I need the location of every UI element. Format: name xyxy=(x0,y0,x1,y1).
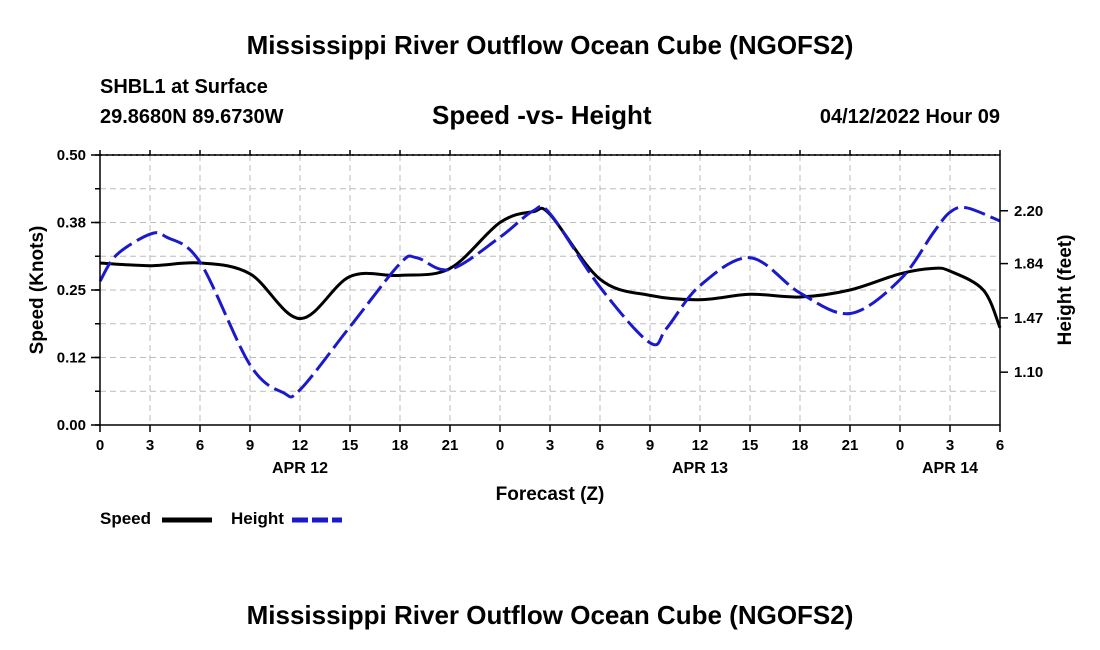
y-tick-label-right: 1.47 xyxy=(1014,310,1043,327)
axes: 0 3 6 9 12 15 18 21 0 3 6 9 12 15 18 21 0 3 6 0.00 0.12 0.25 0… xyxy=(57,147,1044,477)
y-tick-label-right: 1.10 xyxy=(1014,364,1043,381)
y-tick-label-left: 0.25 xyxy=(57,282,86,299)
x-tick-label: 12 xyxy=(292,437,309,454)
chart-subtitle: Speed -vs- Height xyxy=(432,100,652,130)
x-tick-label: 21 xyxy=(842,437,859,454)
x-tick-label: 3 xyxy=(946,437,954,454)
x-tick-label: 18 xyxy=(792,437,809,454)
x-tick-label: 9 xyxy=(246,437,254,454)
forecast-datetime: 04/12/2022 Hour 09 xyxy=(819,106,1000,128)
x-tick-label: 15 xyxy=(342,437,359,454)
legend-speed-label: Speed xyxy=(100,509,152,528)
y-tick-label-left: 0.38 xyxy=(57,215,86,232)
x-tick-label: 15 xyxy=(742,437,759,454)
x-tick-label: 6 xyxy=(596,437,604,454)
x-tick-label: 21 xyxy=(442,437,459,454)
y-tick-label-left: 0.50 xyxy=(57,147,86,164)
date-label: APR 13 xyxy=(672,460,728,477)
series-layer xyxy=(98,204,1002,399)
x-tick-label: 0 xyxy=(96,437,104,454)
date-label: APR 14 xyxy=(922,460,978,477)
y-tick-label-right: 1.84 xyxy=(1014,256,1044,273)
footer-title: Mississippi River Outflow Ocean Cube (NG… xyxy=(246,600,854,630)
x-axis-label: Forecast (Z) xyxy=(496,484,605,505)
x-tick-label: 3 xyxy=(546,437,554,454)
x-tick-label: 3 xyxy=(146,437,154,454)
x-tick-label: 6 xyxy=(196,437,204,454)
x-tick-label: 0 xyxy=(496,437,504,454)
x-tick-label: 9 xyxy=(646,437,654,454)
y-tick-label-left: 0.00 xyxy=(57,417,86,434)
y-tick-label-right: 2.20 xyxy=(1014,203,1043,220)
x-tick-label: 0 xyxy=(896,437,904,454)
x-tick-label: 12 xyxy=(692,437,709,454)
legend-height-label: Height xyxy=(231,509,284,528)
y-tick-label-left: 0.12 xyxy=(57,350,86,367)
y-axis-label-right: Height (feet) xyxy=(1055,235,1076,346)
station-name: SHBL1 at Surface xyxy=(100,76,268,98)
y-axis-label-left: Speed (Knots) xyxy=(27,226,48,355)
x-tick-label: 6 xyxy=(996,437,1004,454)
date-label: APR 12 xyxy=(272,460,328,477)
chart-title: Mississippi River Outflow Ocean Cube (NG… xyxy=(246,30,854,60)
station-coordinates: 29.8680N 89.6730W xyxy=(100,106,284,128)
grid xyxy=(100,155,1000,425)
x-tick-label: 18 xyxy=(392,437,409,454)
height-series-line xyxy=(98,204,1001,399)
